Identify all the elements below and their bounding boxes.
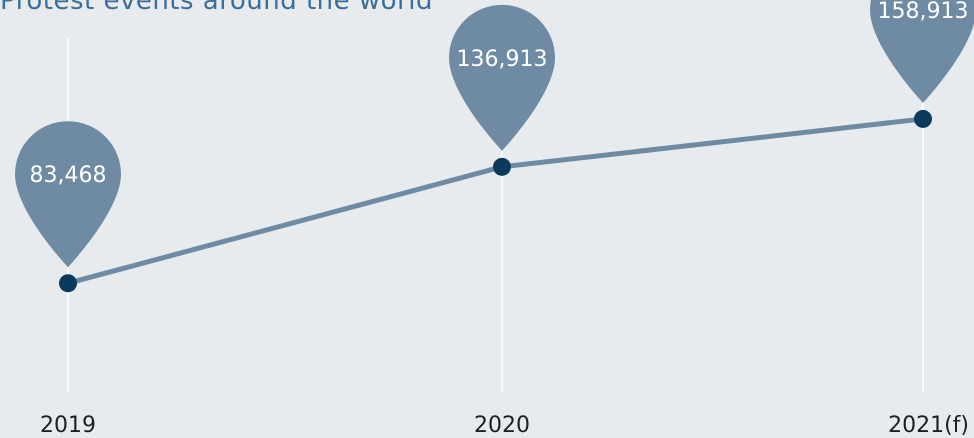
value-pin-2020: 136,913 xyxy=(449,4,555,151)
data-label-2021(f): 158,913 xyxy=(878,0,969,24)
pin-shape xyxy=(15,121,121,268)
data-point-2020 xyxy=(493,157,511,176)
data-points xyxy=(59,109,932,293)
series-line-layer xyxy=(65,116,926,286)
pin-shape xyxy=(870,0,974,103)
data-label-2019: 83,468 xyxy=(30,163,107,188)
data-point-2021(f) xyxy=(914,109,932,128)
value-pin-2019: 83,468 xyxy=(15,121,121,268)
value-pins: 83,468 136,913 158,913 xyxy=(15,0,974,268)
series-line xyxy=(65,116,926,286)
x-tick-label-2020: 2020 xyxy=(474,413,530,438)
data-point-2019 xyxy=(59,274,77,293)
chart-title: Protest events around the world xyxy=(0,0,434,16)
data-label-2020: 136,913 xyxy=(457,47,548,72)
x-axis-ticks: 2019 2020 2021(f) xyxy=(40,413,969,438)
value-pin-2021(f): 158,913 xyxy=(870,0,974,103)
pin-shape xyxy=(449,4,555,151)
x-tick-label-2019: 2019 xyxy=(40,413,96,438)
x-tick-label-2021(f): 2021(f) xyxy=(888,413,969,438)
